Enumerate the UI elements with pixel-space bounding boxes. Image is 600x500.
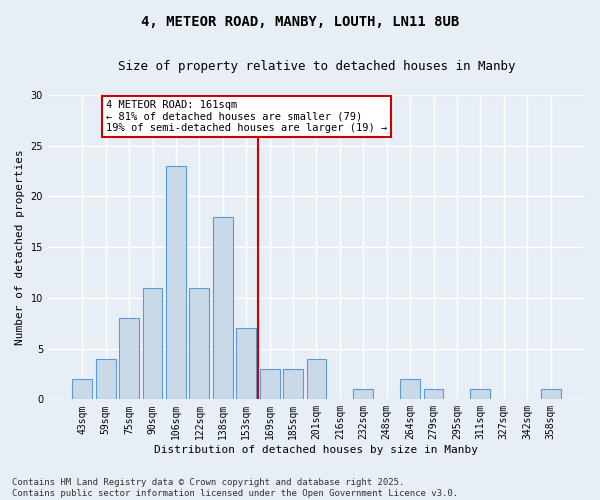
- Bar: [353, 389, 373, 400]
- Bar: [143, 288, 163, 400]
- Bar: [470, 389, 490, 400]
- Bar: [283, 369, 303, 400]
- Bar: [166, 166, 186, 400]
- Bar: [236, 328, 256, 400]
- Text: 4 METEOR ROAD: 161sqm
← 81% of detached houses are smaller (79)
19% of semi-deta: 4 METEOR ROAD: 161sqm ← 81% of detached …: [106, 100, 387, 134]
- Bar: [307, 359, 326, 400]
- Title: Size of property relative to detached houses in Manby: Size of property relative to detached ho…: [118, 60, 515, 73]
- Bar: [424, 389, 443, 400]
- Bar: [213, 216, 233, 400]
- X-axis label: Distribution of detached houses by size in Manby: Distribution of detached houses by size …: [154, 445, 478, 455]
- Y-axis label: Number of detached properties: Number of detached properties: [15, 150, 25, 345]
- Bar: [119, 318, 139, 400]
- Bar: [73, 379, 92, 400]
- Bar: [400, 379, 420, 400]
- Text: 4, METEOR ROAD, MANBY, LOUTH, LN11 8UB: 4, METEOR ROAD, MANBY, LOUTH, LN11 8UB: [141, 15, 459, 29]
- Bar: [260, 369, 280, 400]
- Bar: [190, 288, 209, 400]
- Bar: [541, 389, 560, 400]
- Text: Contains HM Land Registry data © Crown copyright and database right 2025.
Contai: Contains HM Land Registry data © Crown c…: [12, 478, 458, 498]
- Bar: [96, 359, 116, 400]
